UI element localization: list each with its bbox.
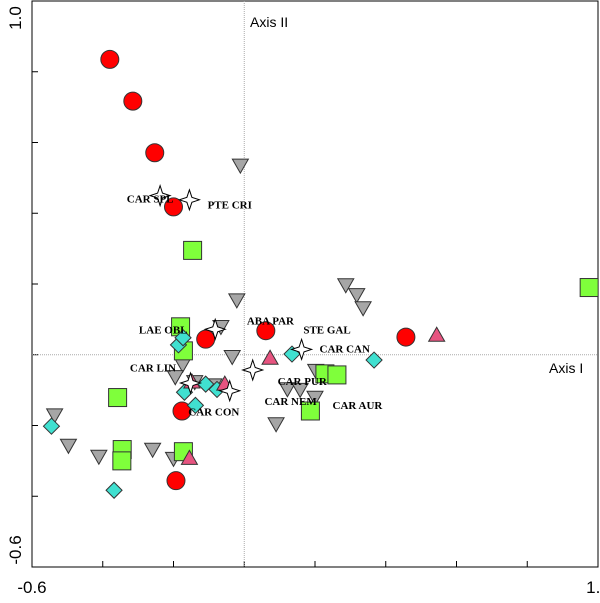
species-label: CAR CAN — [320, 343, 370, 355]
tick-labels: -0.6 1.0 1.0 -0.6 — [6, 6, 600, 597]
triangle-down-point — [354, 301, 372, 317]
circle-point — [100, 49, 120, 69]
axis-i-label: Axis I — [549, 360, 583, 376]
triangle-up-point — [261, 349, 279, 365]
circle-point — [196, 329, 216, 349]
circle-point — [123, 91, 143, 111]
diamond-point — [174, 329, 192, 347]
triangle-down-point — [166, 370, 185, 386]
axis-ii-label: Axis II — [250, 14, 288, 30]
triangle-down-point — [306, 390, 324, 407]
triangle-up-point — [427, 326, 446, 342]
circle-point — [166, 471, 186, 491]
square-point — [108, 388, 128, 408]
star-point — [177, 188, 201, 212]
square-point — [327, 365, 347, 385]
species-label: CAR SPL — [127, 194, 174, 206]
species-label: CAR NEM — [264, 396, 317, 408]
species-label: CAR AUR — [333, 400, 384, 412]
triangle-down-point — [278, 382, 297, 398]
y-tick-label: -0.6 — [6, 535, 25, 564]
square-point — [579, 278, 599, 298]
circle-point — [172, 401, 192, 421]
species-label: STE GAL — [303, 324, 350, 336]
triangle-down-point — [231, 158, 250, 175]
species-labels: CAR SPL PTE CRI ABA PAR LAE OBL STE GAL CAR C… — [127, 194, 384, 419]
triangle-down-point — [59, 438, 78, 455]
star-point — [241, 358, 265, 382]
species-label: CAR LIN — [130, 362, 176, 374]
data-points — [42, 49, 599, 499]
species-label: LAE OBL — [139, 324, 188, 336]
species-label: CAR PUR — [278, 376, 328, 388]
square-point — [112, 451, 132, 471]
circle-point — [396, 327, 416, 347]
diamond-point — [186, 396, 205, 415]
triangle-down-point — [291, 382, 310, 399]
triangle-down-point — [89, 449, 108, 466]
species-label: PTE CRI — [208, 199, 252, 211]
diamond-point — [365, 351, 383, 369]
star-point — [218, 379, 242, 403]
x-tick-label: 1.0 — [586, 578, 600, 597]
x-tick-label: -0.6 — [17, 578, 46, 597]
axis-ticks — [31, 0, 599, 568]
circle-point — [145, 143, 165, 163]
diamond-point — [42, 417, 61, 435]
triangle-up-point — [180, 449, 199, 465]
triangle-down-point — [347, 288, 366, 304]
star-point — [289, 337, 314, 362]
triangle-down-point — [336, 278, 355, 294]
square-point — [183, 240, 203, 260]
y-tick-label: 1.0 — [6, 6, 25, 30]
circle-point — [256, 321, 276, 341]
triangle-down-point — [143, 442, 162, 459]
species-label: ABA PAR — [247, 315, 295, 327]
circle-point — [164, 197, 183, 217]
triangle-down-point — [227, 293, 246, 309]
species-label: CAR CON — [188, 406, 239, 418]
diamond-point — [105, 481, 123, 499]
triangle-down-point — [267, 417, 285, 433]
triangle-down-point — [223, 350, 242, 366]
star-point — [203, 317, 227, 341]
star-point — [148, 183, 172, 208]
plot-frame — [31, 0, 599, 568]
triangle-down-point — [45, 408, 64, 424]
square-point — [300, 401, 320, 421]
star-point — [178, 371, 203, 395]
